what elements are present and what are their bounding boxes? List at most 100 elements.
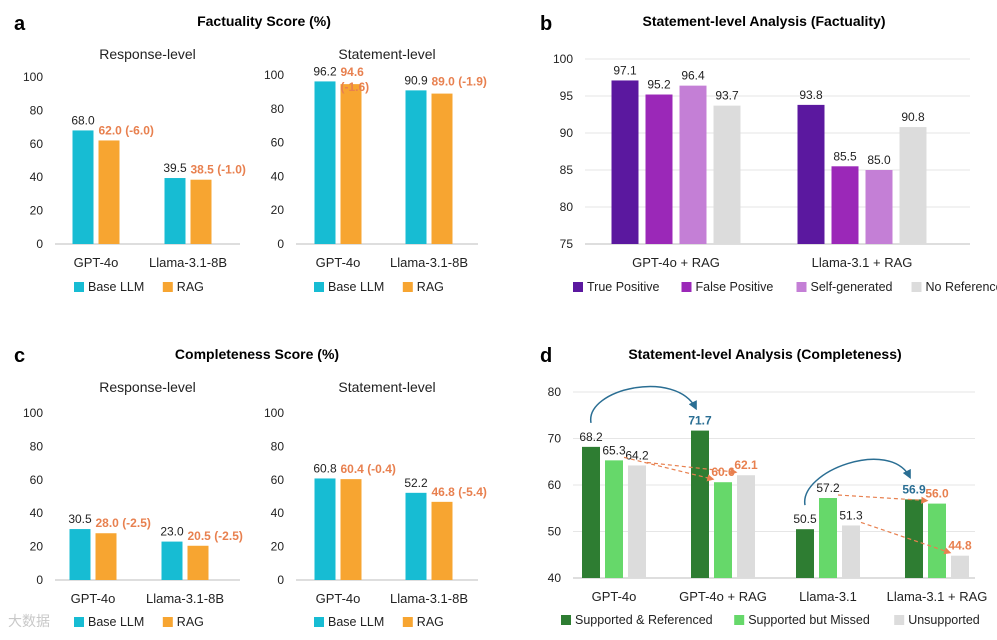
subtitle: Statement-level <box>338 46 435 62</box>
legend-label-rag: RAG <box>177 280 204 294</box>
data-label: 90.9 <box>404 73 428 87</box>
y-tick-label: 90 <box>560 126 574 140</box>
subtitle: Response-level <box>99 46 196 62</box>
orange-dashed-arrow-1 <box>646 461 738 476</box>
bar-base-llm-gpt-4o <box>314 81 336 244</box>
legend-label-rag: RAG <box>417 615 444 629</box>
bar-base-llm-gpt-4o <box>72 130 94 244</box>
bar-no-reference-llama-3-1-rag <box>899 127 927 244</box>
subtitle: Response-level <box>99 379 196 395</box>
data-label: 57.2 <box>816 481 840 495</box>
data-label: 60.6 <box>711 465 735 479</box>
y-tick-label: 0 <box>36 573 43 587</box>
bar-self-generated-gpt-4o-rag <box>679 85 707 244</box>
data-label: 95.2 <box>647 78 671 92</box>
legend-label-supported-referenced: Supported & Referenced <box>575 613 713 627</box>
y-tick-label: 95 <box>560 89 574 103</box>
category-label: Llama-3.1-8B <box>149 255 227 270</box>
data-label: 64.2 <box>625 448 649 462</box>
legend-label-base-llm: Base LLM <box>88 280 144 294</box>
bar-unsupported-llama-3-1 <box>842 525 860 578</box>
orange-dashed-arrow-0 <box>623 456 715 482</box>
legend-label-base-llm: Base LLM <box>328 280 384 294</box>
legend-swatch-no-reference <box>911 282 922 292</box>
subtitle: Statement-level <box>338 379 435 395</box>
bar-base-llm-gpt-4o <box>69 529 91 580</box>
watermark: 大数据 <box>8 614 50 630</box>
data-label: 56.9 <box>902 482 926 496</box>
panel-c-letter: c <box>14 345 25 367</box>
data-label: 30.5 <box>68 512 92 526</box>
y-tick-label: 40 <box>30 170 44 184</box>
data-label: 68.2 <box>579 430 603 444</box>
legend-swatch-rag <box>402 617 413 627</box>
y-tick-label: 100 <box>23 70 43 84</box>
legend-label-unsupported: Unsupported <box>908 613 980 627</box>
bar-unsupported-llama-3-1-rag <box>951 555 969 578</box>
legend-swatch-unsupported <box>894 615 905 625</box>
category-label: GPT-4o <box>316 591 361 606</box>
category-label: Llama-3.1-8B <box>146 591 224 606</box>
legend-swatch-supported-but-missed <box>734 615 745 625</box>
y-tick-label: 60 <box>548 478 562 492</box>
category-label: Llama-3.1 + RAG <box>812 255 913 270</box>
y-tick-label: 60 <box>271 473 285 487</box>
data-label: 62.0 (-6.0) <box>99 123 154 137</box>
legend-label-no-reference: No Reference <box>926 280 997 294</box>
legend-swatch-false-positive <box>681 282 692 292</box>
data-label: 46.8 (-5.4) <box>432 485 487 499</box>
bar-supported-referenced-gpt-4o <box>582 446 600 578</box>
bar-rag-gpt-4o <box>98 140 120 244</box>
bar-supported-referenced-llama-3-1-rag <box>905 499 923 578</box>
y-tick-label: 80 <box>548 385 562 399</box>
legend-swatch-rag <box>402 282 413 292</box>
y-tick-label: 20 <box>271 203 285 217</box>
bar-false-positive-gpt-4o-rag <box>645 94 673 245</box>
y-tick-label: 100 <box>264 68 284 82</box>
bar-supported-but-missed-gpt-4o <box>605 460 623 578</box>
y-tick-label: 80 <box>560 200 574 214</box>
orange-dashed-arrow-3 <box>860 521 952 555</box>
legend-label-supported-but-missed: Supported but Missed <box>748 613 870 627</box>
legend-swatch-base-llm <box>314 617 324 627</box>
bar-rag-llama-3-1-8b <box>187 545 209 580</box>
data-label: 39.5 <box>163 161 187 175</box>
y-tick-label: 40 <box>271 506 285 520</box>
bar-true-positive-llama-3-1-rag <box>797 104 825 244</box>
bar-supported-but-missed-llama-3-1 <box>819 498 837 578</box>
legend-label-base-llm: Base LLM <box>88 615 144 629</box>
chart-c-statement-level: Statement-level 0 20 40 60 80 100 60.8 60.4 (-0.… <box>264 379 487 629</box>
chart-a-statement-level: Statement-level 0 20 40 60 80 100 96.2 94.6(-1.6… <box>264 46 487 294</box>
data-label: 44.8 <box>948 539 972 553</box>
orange-dashed-arrow-2 <box>837 494 929 504</box>
data-label: 68.0 <box>71 113 95 127</box>
data-label: 56.0 <box>925 487 949 501</box>
bar-base-llm-llama-3-1-8b <box>161 541 183 580</box>
panel-a-letter: a <box>14 13 26 35</box>
category-label: Llama-3.1-8B <box>390 591 468 606</box>
legend-swatch-supported-referenced <box>561 615 571 625</box>
y-tick-label: 40 <box>271 169 285 183</box>
legend-label-false-positive: False Positive <box>696 280 774 294</box>
data-label: 38.5 (-1.0) <box>191 163 246 177</box>
y-tick-label: 20 <box>271 540 285 554</box>
bar-base-llm-llama-3-1-8b <box>405 492 427 580</box>
data-label: 89.0 (-1.9) <box>432 75 487 89</box>
category-label: Llama-3.1-8B <box>390 255 468 270</box>
y-tick-label: 50 <box>548 525 562 539</box>
panel-b-title: Statement-level Analysis (Factuality) <box>642 13 885 29</box>
data-label: 62.1 <box>734 458 758 472</box>
y-tick-label: 60 <box>271 136 285 150</box>
data-label: 96.4 <box>681 69 705 83</box>
data-label: 85.0 <box>867 153 891 167</box>
y-tick-label: 0 <box>36 237 43 251</box>
y-tick-label: 40 <box>548 571 562 585</box>
y-tick-label: 80 <box>30 439 44 453</box>
data-label: 28.0 (-2.5) <box>96 516 151 530</box>
data-label: 52.2 <box>404 476 428 490</box>
panel-c-title: Completeness Score (%) <box>175 346 339 362</box>
data-label: 23.0 <box>160 525 184 539</box>
blue-arrow-0 <box>590 385 697 423</box>
y-tick-label: 75 <box>560 237 574 251</box>
